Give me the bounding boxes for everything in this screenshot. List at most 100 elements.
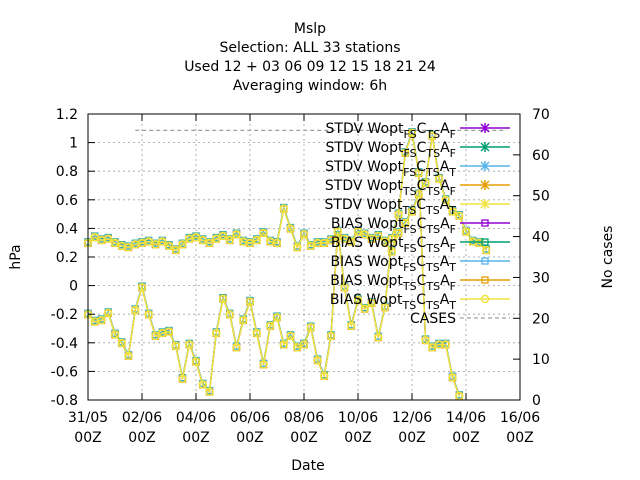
legend-sub1: FS [403,166,416,179]
legend-label: BIAS WoptFSCTSAT [330,254,456,274]
bias-point [266,321,275,331]
legend-sub2: F [450,185,456,198]
legend-wopt: Wopt [363,159,404,175]
legend-c: C [417,216,427,232]
legend-kind: BIAS [330,273,362,289]
stdv-point [374,231,383,241]
bias-point [218,294,228,304]
legend-marker [480,161,490,171]
legend-sub2: F [450,242,456,255]
bias-point [225,310,234,319]
y2-axis-label: No cases [600,226,616,289]
y-tick-label: -0.4 [51,336,78,352]
bias-point [353,295,363,305]
legend-a: A [440,292,450,308]
legend-c: C [417,140,427,156]
bias-point [394,210,403,219]
bias-point [252,328,261,338]
stdv-point [104,234,113,243]
stdv-point [347,237,356,246]
stdv-point [482,245,491,255]
y-tick-label: -0.8 [51,393,78,409]
bias-point [428,343,437,352]
legend-ts: TS [425,185,440,198]
bias-point [380,303,390,312]
legend-kind: BIAS [331,216,363,232]
stdv-point [259,228,268,238]
legend-wopt: Wopt [363,216,404,232]
legend-c: C [416,159,426,175]
stdv-point [212,234,221,243]
x-tick-label: 00Z [236,430,263,446]
x-tick-label: 08/06 [284,410,324,426]
stdv-point [360,230,369,239]
stdv-point [414,190,423,199]
bias-point [299,340,309,349]
bias-point [441,340,450,349]
bias-point [205,387,214,396]
axis-ticks: -0.8 -0.6 -0.4 -0.2 0 0.2 0.4 0.6 0.8 1 1.2 0 10 20 30… [51,107,550,446]
bias-point [286,331,295,341]
legend-sub1: TS [402,299,417,312]
legend-a: A [440,140,450,156]
legend-ts: TS [425,261,440,274]
stdv-point [272,238,282,248]
legend-sub2: T [448,299,456,312]
legend-c: C [416,292,426,308]
stdv-point [461,227,471,236]
bias-point [178,374,187,384]
legend-marker [480,123,490,133]
legend-wopt: Wopt [363,235,404,251]
legend-marker [481,257,489,265]
stdv-point [455,211,464,221]
bias-point [97,315,106,325]
stdv-point [225,235,234,245]
legend-sub2: F [450,147,456,160]
legend-ts: TS [425,242,440,255]
stdv-point [441,195,450,205]
legend-ts: TS [425,128,440,141]
stdv-point [191,233,201,242]
bias-point [171,341,180,351]
legend-wopt: Wopt [362,178,403,194]
legend-label: STDV WoptFSCTSAT [325,159,456,179]
legend-c: C [417,235,427,251]
bias-point [185,340,194,349]
y-tick-label: 0 [69,279,78,295]
bias-point [137,283,147,292]
bias-point [279,340,288,349]
stdv-point [245,238,255,248]
legend-ts: TS [425,166,440,179]
stdv-point [387,247,396,256]
stdv-point [279,204,288,213]
bias-point [401,148,410,158]
legend-sub1: FS [403,223,416,236]
legend-sub2: T [448,204,456,217]
legend-a: A [440,178,450,194]
stdv-point [293,243,302,252]
stdv-point [401,218,410,228]
legend-marker [481,238,489,246]
bias-point [239,315,248,325]
stdv-point [205,238,214,248]
x-tick-label: 00Z [344,430,371,446]
legend-sub1: FS [403,242,416,255]
legend-kind: BIAS [330,292,362,308]
bias-point [306,323,315,332]
bias-point [272,313,282,322]
legend-ts: TS [425,204,440,217]
y-tick-label: 1 [69,136,78,152]
stdv-point [232,230,241,239]
y2-tick-label: 10 [532,352,550,368]
stdv-point [434,174,444,183]
legend-sub1: TS [402,185,417,198]
y-tick-label: -0.2 [51,307,78,323]
bias-point [414,168,423,178]
bias-point [164,327,174,336]
bias-point [374,333,383,342]
stdv-point [367,234,376,243]
legend-a: A [440,235,450,251]
legend-wopt: Wopt [363,254,404,270]
legend-a: A [440,197,450,213]
bias-point [293,343,302,352]
